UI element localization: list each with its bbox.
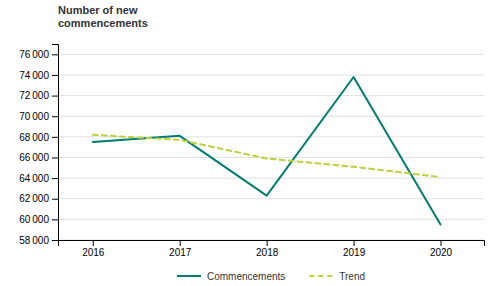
y-tick-label: 62 000 xyxy=(19,193,49,204)
y-tick-mark xyxy=(52,75,58,76)
y-tick-label: 66 000 xyxy=(19,152,49,163)
y-tick: 66 000 xyxy=(19,152,58,163)
series-line xyxy=(93,135,441,177)
y-tick: 62 000 xyxy=(19,193,58,204)
legend-swatch xyxy=(309,275,333,277)
y-tick: 68 000 xyxy=(19,132,58,143)
x-tick-label: 2019 xyxy=(343,247,366,258)
x-tick-mark xyxy=(354,240,355,246)
y-tick-label: 74 000 xyxy=(19,70,49,81)
x-axis-line xyxy=(59,241,485,247)
y-tick-mark xyxy=(52,54,58,55)
grid-line xyxy=(58,74,484,75)
y-tick-mark xyxy=(52,96,58,97)
x-tick-label: 2018 xyxy=(256,247,279,258)
y-tick-label: 60 000 xyxy=(19,214,49,225)
x-tick-label: 2020 xyxy=(430,247,453,258)
marks xyxy=(93,77,441,225)
x-axis: 2016 2017 2018 2019 2020 xyxy=(59,240,485,258)
chart: Number of newcommencements20162017201820… xyxy=(0,0,500,286)
legend-label: Commencements xyxy=(207,271,285,282)
x-tick: 2019 xyxy=(343,240,366,258)
x-tick-label: 2017 xyxy=(169,247,192,258)
x-tick-label: 2016 xyxy=(82,247,105,258)
y-tick-mark xyxy=(52,137,58,138)
y-tick-label: 68 000 xyxy=(19,132,49,143)
x-tick: 2017 xyxy=(169,240,192,258)
legend-swatch xyxy=(177,275,201,277)
y-tick-label: 72 000 xyxy=(19,90,49,101)
series-line xyxy=(93,77,441,225)
grid xyxy=(58,54,484,240)
grid-line xyxy=(58,116,484,117)
grid-line xyxy=(58,95,484,96)
x-tick-mark xyxy=(267,240,268,246)
y-tick: 60 000 xyxy=(19,214,58,225)
y-tick-label: 76 000 xyxy=(19,49,49,60)
y-tick-mark xyxy=(52,157,58,158)
grid-line xyxy=(58,178,484,179)
y-tick-mark xyxy=(52,116,58,117)
x-tick-mark xyxy=(93,240,94,246)
y-tick: 74 000 xyxy=(19,70,58,81)
y-tick-mark xyxy=(52,178,58,179)
legend-item: Trend xyxy=(309,271,365,282)
y-tick-label: 64 000 xyxy=(19,173,49,184)
legend-item: Commencements xyxy=(177,271,285,282)
y-tick-mark xyxy=(52,199,58,200)
y-axis: 58 000 60 000 62 000 64 000 66 000 68 000 70 0… xyxy=(19,45,58,246)
grid-line xyxy=(58,198,484,199)
x-tick: 2016 xyxy=(82,240,105,258)
plot: 2016 2017 2018 2019 2020 58 000 60 000 62 000 64… xyxy=(19,45,484,259)
legend: Commencements Trend xyxy=(177,271,365,282)
y-tick: 72 000 xyxy=(19,90,58,101)
y-tick: 64 000 xyxy=(19,173,58,184)
grid-line xyxy=(58,54,484,55)
y-axis-line xyxy=(52,45,59,241)
y-tick: 76 000 xyxy=(19,49,58,60)
grid-line xyxy=(58,219,484,220)
y-tick-label: 70 000 xyxy=(19,111,49,122)
x-tick: 2018 xyxy=(256,240,279,258)
x-tick-mark xyxy=(180,240,181,246)
y-tick: 70 000 xyxy=(19,111,58,122)
x-tick-mark xyxy=(441,240,442,246)
grid-line xyxy=(58,157,484,158)
y-tick-label: 58 000 xyxy=(19,235,49,246)
y-tick-mark xyxy=(52,240,58,241)
title: Number of newcommencements xyxy=(58,4,148,29)
x-tick: 2020 xyxy=(430,240,453,258)
y-tick-mark xyxy=(52,219,58,220)
legend-label: Trend xyxy=(339,271,365,282)
y-tick: 58 000 xyxy=(19,235,58,246)
